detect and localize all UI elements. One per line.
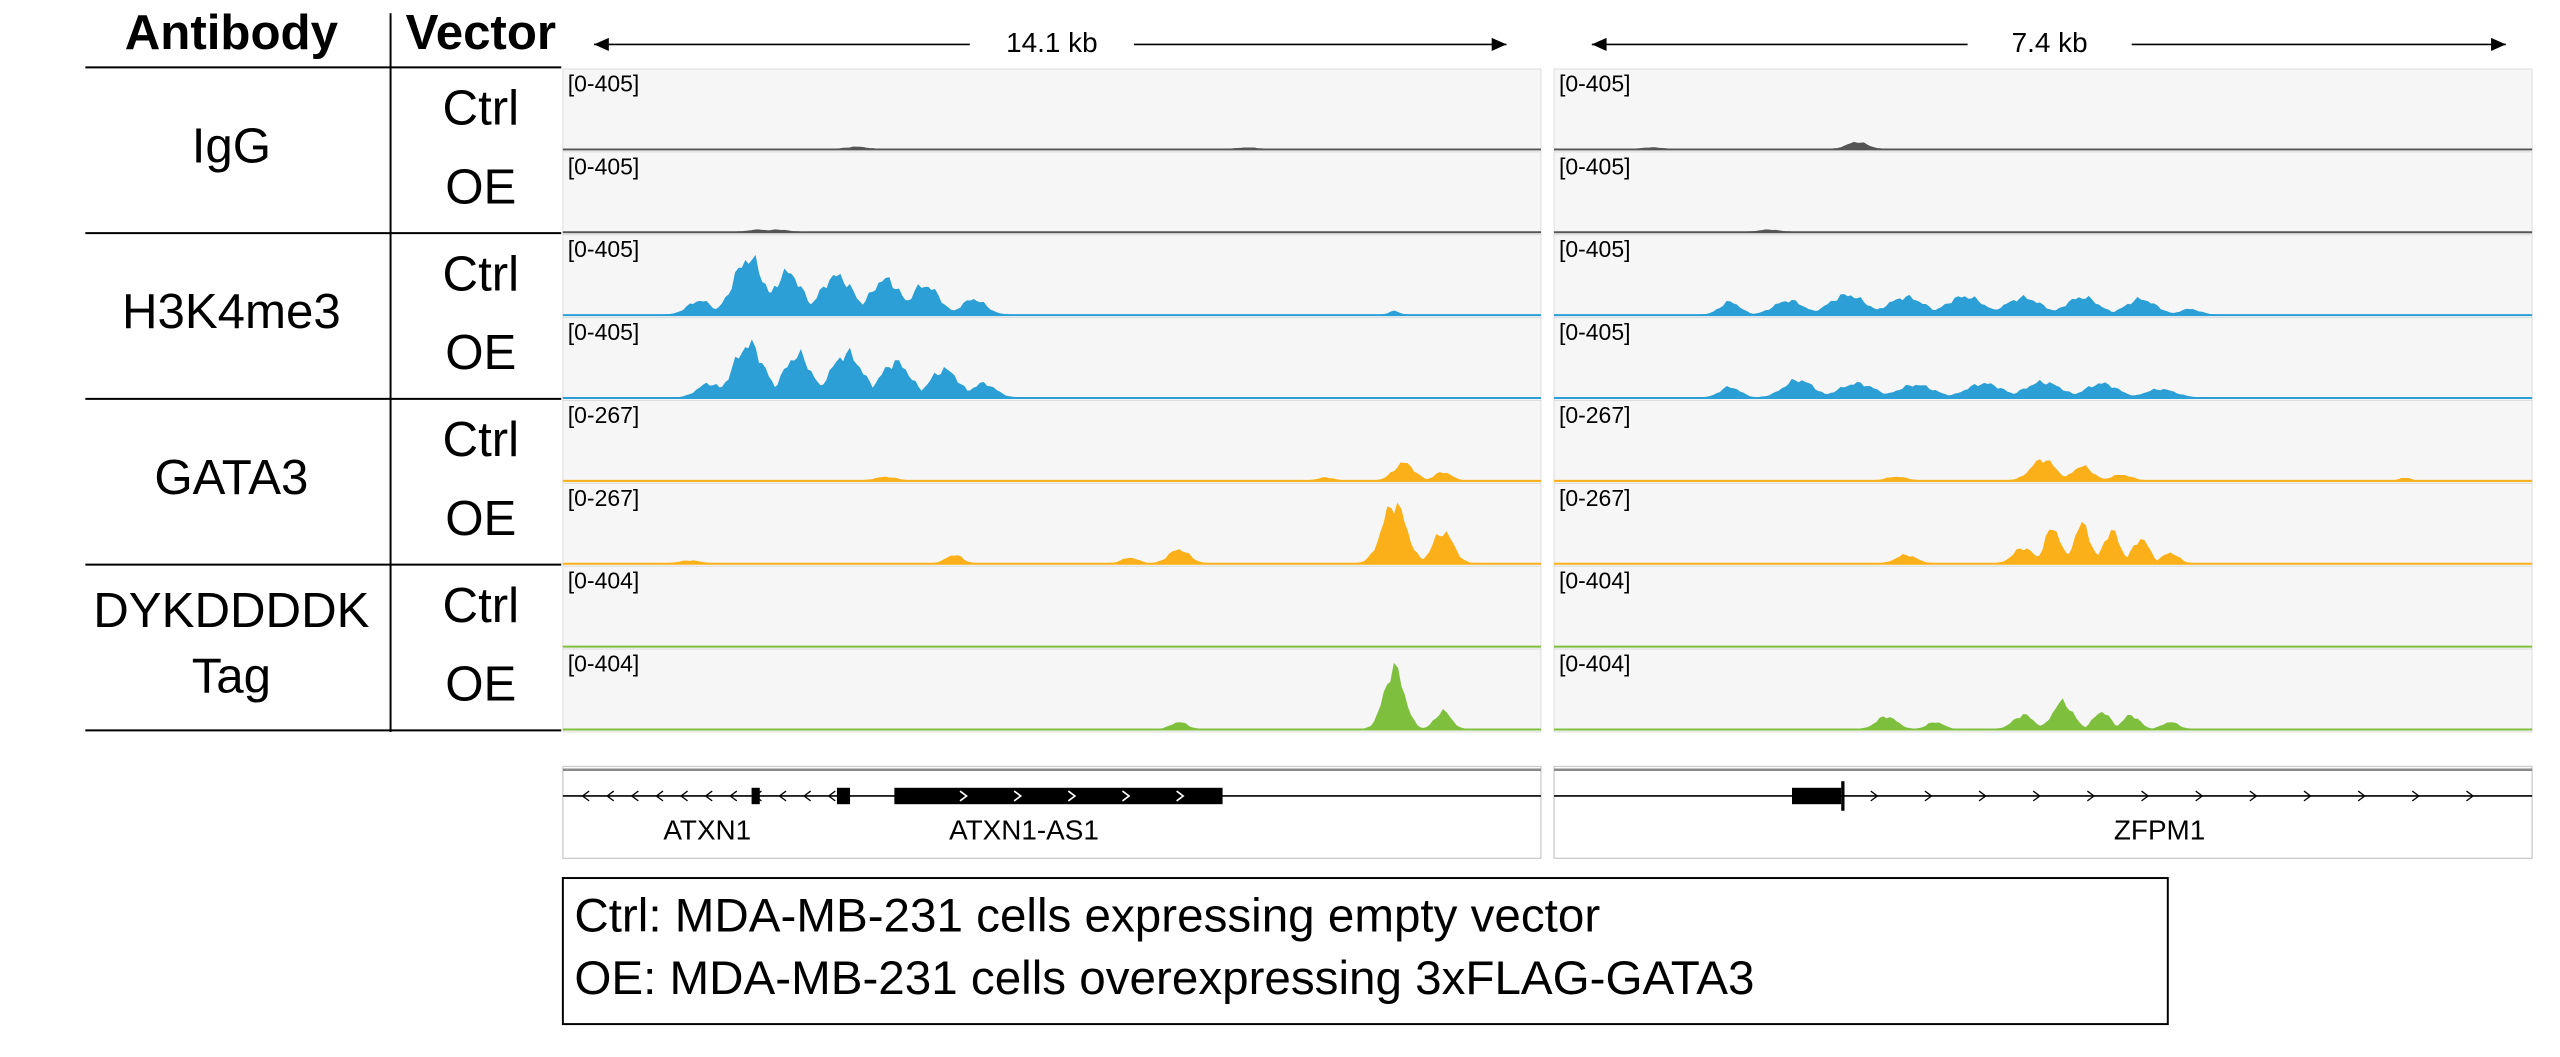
strand-arrows-white — [959, 790, 1185, 802]
track-range: [0-267] — [1559, 485, 1631, 511]
track-bg — [562, 482, 1542, 567]
legend-box — [561, 877, 2169, 1026]
track-range: [0-405] — [568, 319, 640, 345]
track-range: [0-405] — [568, 70, 640, 96]
antibody-label: IgG — [192, 118, 271, 173]
antibody-label: GATA3 — [154, 450, 308, 505]
header-vector: Vector — [406, 5, 556, 60]
track-bg — [1553, 151, 2533, 236]
track-range: [0-267] — [568, 485, 640, 511]
header-antibody: Antibody — [125, 5, 339, 60]
track-bg — [1553, 565, 2533, 650]
track-range: [0-404] — [1559, 568, 1631, 594]
track-range: [0-405] — [568, 153, 640, 179]
antibody-label: DYKDDDDK — [93, 583, 369, 638]
track-range: [0-405] — [1559, 236, 1631, 262]
track-bg — [562, 151, 1542, 236]
track-range: [0-405] — [1559, 70, 1631, 96]
track-range: [0-267] — [568, 402, 640, 428]
condition-label: OE — [445, 325, 516, 380]
condition-label: Ctrl — [443, 81, 520, 136]
track-range: [0-404] — [568, 651, 640, 677]
condition-label: OE — [445, 491, 516, 546]
exon — [751, 787, 760, 805]
track-range: [0-404] — [568, 568, 640, 594]
gene-label: ATXN1 — [663, 814, 751, 845]
track-range: [0-405] — [568, 236, 640, 262]
antibody-label: Tag — [192, 648, 271, 703]
legend-line: Ctrl: MDA-MB-231 cells expressing empty … — [574, 890, 1600, 943]
condition-label: Ctrl — [443, 412, 520, 467]
gene-label: ZFPM1 — [2114, 814, 2205, 845]
antibody-label: H3K4me3 — [122, 284, 341, 339]
exon — [1792, 787, 1842, 805]
track-bg — [562, 400, 1542, 484]
scale-label-bg — [969, 24, 1134, 65]
gene-label: ATXN1-AS1 — [949, 814, 1099, 845]
track-bg — [1553, 234, 2533, 319]
condition-label: Ctrl — [443, 578, 520, 633]
track-range: [0-267] — [1559, 402, 1631, 428]
track-range: [0-404] — [1559, 651, 1631, 677]
scale-label: 7.4 kb — [2012, 27, 2088, 58]
exon — [894, 787, 908, 805]
condition-label: Ctrl — [443, 246, 520, 301]
track-bg — [562, 565, 1542, 650]
condition-label: OE — [445, 657, 516, 712]
scale-label-bg — [1967, 24, 2132, 65]
track-range: [0-405] — [1559, 153, 1631, 179]
track-bg — [1553, 68, 2533, 153]
condition-label: OE — [445, 159, 516, 214]
track-range: [0-405] — [1559, 319, 1631, 345]
legend-line: OE: MDA-MB-231 cells overexpressing 3xFL… — [574, 952, 1754, 1005]
gene-panel — [1553, 765, 2533, 860]
scale-label: 14.1 kb — [1006, 27, 1097, 58]
exon — [907, 787, 1223, 805]
track-bg — [1553, 648, 2533, 733]
exon — [836, 787, 851, 805]
gene-panel — [562, 765, 1542, 860]
track-bg — [562, 68, 1542, 153]
